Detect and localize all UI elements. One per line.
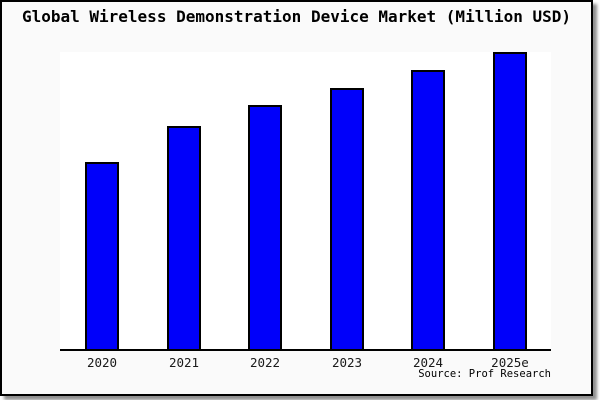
bar-2024	[411, 70, 445, 349]
x-tick-label-2023: 2023	[331, 355, 363, 370]
plot-area	[60, 52, 551, 351]
chart-title: Global Wireless Demonstration Device Mar…	[21, 7, 572, 26]
bar-2020	[85, 162, 119, 349]
x-tick-label-2021: 2021	[168, 355, 200, 370]
source-text: Source: Prof Research	[418, 368, 551, 380]
bar-2025e	[493, 52, 527, 349]
x-tick-label-2020: 2020	[86, 355, 118, 370]
chart-frame: Global Wireless Demonstration Device Mar…	[0, 0, 593, 396]
x-axis-labels: 2020 2021 2022 2023 2024 2025e	[2, 355, 591, 370]
x-tick-label-2022: 2022	[249, 355, 281, 370]
x-tick-label-2025e: 2025e	[491, 355, 529, 370]
bar-2022	[248, 105, 282, 349]
x-tick-label-2024: 2024	[412, 355, 444, 370]
bar-2021	[167, 126, 201, 349]
bar-2023	[330, 88, 364, 349]
